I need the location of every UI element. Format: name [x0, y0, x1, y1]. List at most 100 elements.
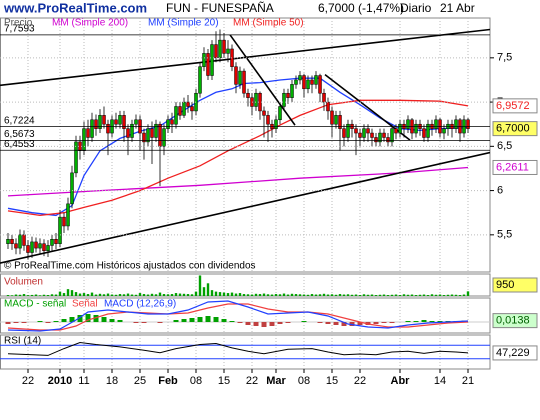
candle-body [94, 119, 98, 129]
volume-bar [138, 293, 142, 296]
volume-bar [278, 294, 282, 296]
volume-bar [358, 295, 362, 296]
histogram-bar [197, 317, 203, 322]
candle-body [246, 92, 250, 98]
candle-body [38, 243, 42, 249]
volume-bar [190, 294, 194, 296]
volume-bar [34, 294, 38, 296]
candle-body [198, 66, 202, 94]
candle-body [266, 115, 270, 125]
x-tick-label: 14 [434, 375, 446, 387]
histogram-bar [269, 322, 275, 326]
volume-bar [202, 287, 206, 296]
level-label: 6,7224 [4, 115, 35, 126]
candle-body [334, 115, 338, 125]
candle-body [366, 128, 370, 134]
histogram-bar [373, 322, 379, 324]
volume-bar [342, 294, 346, 296]
panel-title: Volumen [4, 277, 43, 288]
volume-bar [182, 293, 186, 296]
volume-bar [78, 293, 82, 296]
candle-body [434, 119, 438, 129]
candle-body [98, 115, 102, 129]
value-box [492, 159, 538, 175]
candle-body [330, 110, 334, 125]
candle-body [274, 119, 278, 129]
candle-body [302, 75, 306, 90]
volume-bar [462, 294, 466, 296]
volume-bar [386, 295, 390, 296]
x-tick-label: 08 [190, 375, 202, 387]
candle-body [414, 123, 418, 134]
candle-body [186, 101, 190, 107]
histogram-bar [101, 317, 107, 322]
volume-bar [214, 291, 218, 296]
candle-body [390, 128, 394, 143]
value-box [492, 98, 538, 114]
candle-body [122, 115, 126, 129]
candle-body [30, 241, 34, 253]
candle-body [154, 123, 158, 138]
candle-body [106, 123, 110, 134]
volume-bar [106, 293, 110, 296]
value-box-label: 0,0138 [496, 315, 530, 327]
legend-entry: MM (Simple 200) [52, 18, 128, 29]
volume-bar [370, 294, 374, 296]
x-tick-label: 2010 [48, 375, 72, 387]
quote: 6,7000 (-1,47%) [318, 1, 404, 15]
period: Diario [400, 1, 432, 15]
volume-bar [310, 294, 314, 296]
histogram-bar [229, 321, 235, 322]
candle-body [42, 243, 46, 252]
volume-bar [114, 294, 118, 296]
candle-body [326, 101, 330, 112]
legend-entry: Señal [72, 299, 98, 310]
volume-bar [346, 294, 350, 296]
candle-body [194, 92, 198, 112]
histogram-bar [133, 322, 139, 323]
histogram-bar [13, 322, 19, 323]
x-tick-label: 15 [218, 375, 230, 387]
value-box-label: 47,229 [496, 347, 530, 359]
candle-body [442, 128, 446, 134]
histogram-bar [77, 315, 83, 322]
candle-body [218, 39, 222, 59]
candle-body [338, 115, 342, 129]
candle-body [102, 115, 106, 125]
volume-bar [438, 294, 442, 296]
volume-bar [230, 292, 234, 296]
panel-title: RSI (14) [4, 336, 41, 347]
volume-bar [254, 293, 258, 296]
candle-body [86, 128, 90, 138]
volume-bar [454, 294, 458, 296]
candle-body [6, 239, 10, 244]
candle-body [242, 70, 246, 94]
candle-body [206, 53, 210, 76]
value-box-label: 6,7000 [496, 123, 530, 135]
candle-body [90, 119, 94, 138]
panel-frame [0, 273, 491, 297]
histogram-bar [389, 322, 395, 323]
x-tick-label: Mar [266, 375, 286, 387]
volume-bar [322, 293, 326, 296]
volume-bar [446, 294, 450, 296]
volume-bar [334, 294, 338, 296]
x-tick-label: 08 [298, 375, 310, 387]
candle-body [382, 132, 386, 138]
volume-bar [98, 293, 102, 296]
volume-bar [366, 294, 370, 296]
volume-bar [458, 295, 462, 296]
legend-entry: MACD - señal [4, 299, 66, 310]
candle-body [10, 239, 14, 244]
volume-bar [394, 294, 398, 296]
candle-body [182, 101, 186, 116]
value-box [492, 313, 538, 329]
volume-bar [418, 294, 422, 296]
histogram-bar [325, 322, 331, 324]
candle-body [146, 128, 150, 143]
volume-bar [186, 294, 190, 296]
candle-body [298, 75, 302, 81]
volume-bar [266, 294, 270, 296]
volume-bar [54, 294, 58, 296]
volume-bar [166, 294, 170, 296]
